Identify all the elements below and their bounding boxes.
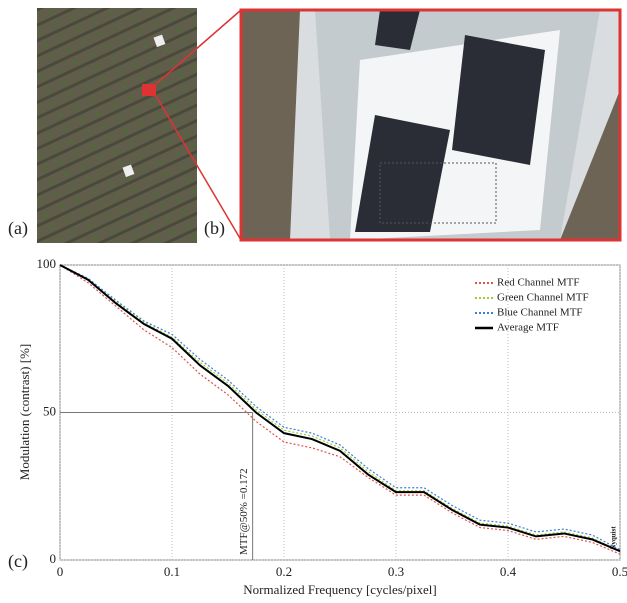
target-image — [241, 10, 620, 240]
x-tick-label: 0.5 — [612, 564, 627, 579]
legend-label: Average MTF — [497, 322, 559, 334]
y-tick-label: 100 — [37, 256, 57, 271]
mtf50-label: MTF@50% =0.172 — [238, 468, 250, 555]
panel-label: (b) — [204, 218, 225, 239]
legend-label: Blue Channel MTF — [497, 307, 583, 319]
legend-label: Green Channel MTF — [497, 292, 589, 304]
legend-label: Red Channel MTF — [497, 277, 580, 289]
aerial-image — [37, 8, 241, 243]
panel-label: (a) — [8, 218, 28, 239]
x-tick-label: 0.3 — [388, 564, 404, 579]
x-axis-label: Normalized Frequency [cycles/pixel] — [243, 582, 436, 597]
y-tick-label: 50 — [43, 403, 56, 418]
figure: (a) (b) (c) Normalized Frequency [cycles… — [0, 0, 627, 603]
annotation: Nyquist — [610, 526, 618, 550]
x-tick-label: 0.2 — [276, 564, 292, 579]
y-tick-label: 0 — [50, 551, 57, 566]
y-axis-label: Modulation (contrast) [%] — [17, 344, 32, 480]
panel-label: (c) — [8, 551, 28, 572]
x-tick-label: 0.4 — [500, 564, 517, 579]
x-tick-label: 0 — [57, 564, 64, 579]
x-tick-label: 0.1 — [164, 564, 180, 579]
